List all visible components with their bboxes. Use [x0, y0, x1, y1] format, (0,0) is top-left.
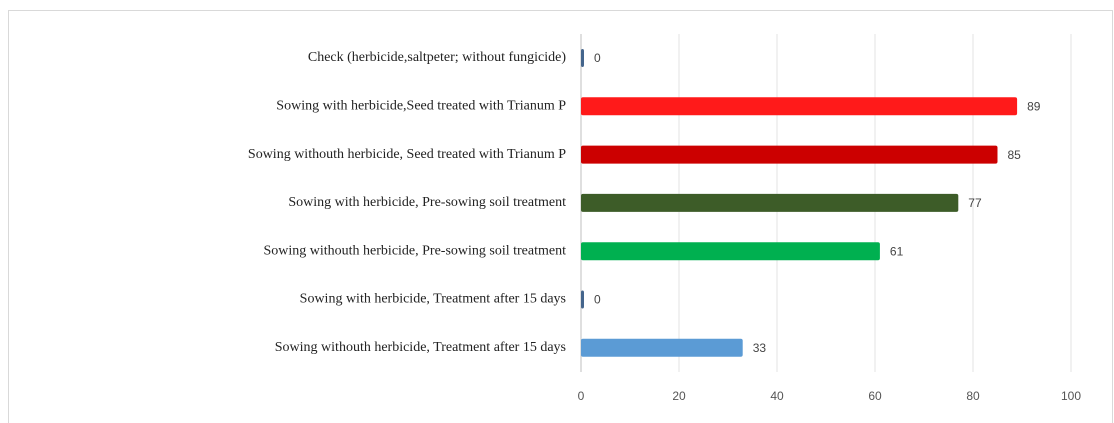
x-tick-label: 80 [966, 389, 980, 403]
bar [581, 338, 743, 357]
bar [581, 97, 1018, 116]
y-tick-label: Sowing withouth herbicide, Treatment aft… [275, 340, 566, 355]
chart-frame [8, 10, 1113, 423]
value-label: 85 [1008, 148, 1022, 162]
y-tick-label: Sowing withouth herbicide, Pre-sowing so… [263, 243, 566, 258]
value-label: 61 [890, 244, 904, 258]
value-label: 89 [1027, 99, 1041, 113]
x-tick-label: 20 [672, 389, 686, 403]
value-label: 0 [594, 293, 601, 307]
x-tick-label: 40 [770, 389, 784, 403]
bar [581, 145, 998, 164]
y-tick-label: Sowing withouth herbicide, Seed treated … [248, 147, 566, 162]
y-tick-label: Sowing with herbicide, Pre-sowing soil t… [288, 195, 566, 210]
y-tick-label: Sowing with herbicide,Seed treated with … [276, 99, 566, 114]
value-label: 77 [968, 196, 982, 210]
value-label: 0 [594, 51, 601, 65]
value-label: 33 [753, 341, 767, 355]
bar [581, 49, 584, 67]
x-tick-label: 100 [1061, 389, 1081, 403]
y-tick-label: Check (herbicide,saltpeter; without fung… [308, 50, 566, 65]
bar [581, 242, 880, 261]
y-tick-label: Sowing with herbicide, Treatment after 1… [300, 292, 566, 307]
bar [581, 193, 959, 212]
bar [581, 290, 584, 309]
x-tick-label: 0 [578, 389, 585, 403]
x-tick-label: 60 [868, 389, 882, 403]
